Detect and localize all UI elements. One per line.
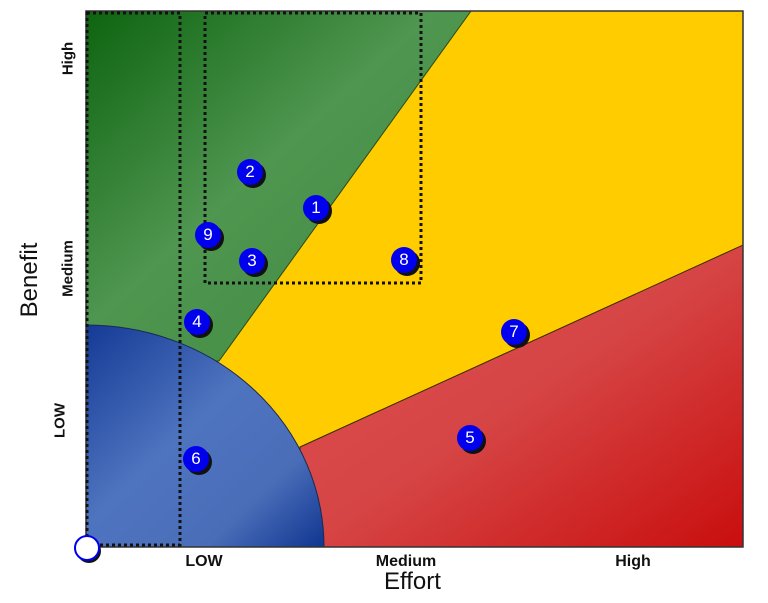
y-tick-medium: Medium: [59, 240, 77, 297]
point-marker-7[interactable]: 7: [501, 319, 527, 345]
y-tick-low: LOW: [51, 403, 69, 438]
highlight-box-low-effort: [85, 11, 182, 547]
region-high-benefit: [86, 11, 472, 362]
highlight-box-target: [203, 11, 423, 285]
region-high-effort: [299, 244, 743, 547]
point-marker-5[interactable]: 5: [457, 425, 483, 451]
y-tick-high: High: [59, 41, 77, 76]
x-tick-medium: Medium: [375, 553, 437, 570]
point-marker-1[interactable]: 1: [303, 195, 329, 221]
point-marker-8[interactable]: 8: [391, 247, 417, 273]
origin-marker: [74, 535, 101, 563]
point-marker-4[interactable]: 4: [184, 309, 210, 335]
x-axis-title: Effort: [384, 568, 441, 595]
point-marker-9[interactable]: 9: [195, 222, 221, 248]
point-marker-2[interactable]: 2: [237, 159, 263, 185]
point-marker-6[interactable]: 6: [183, 446, 209, 472]
region-quick-wins: [86, 324, 325, 547]
x-tick-high: High: [615, 553, 651, 570]
point-marker-3[interactable]: 3: [239, 248, 265, 274]
x-tick-low: LOW: [185, 553, 223, 570]
y-axis-title: Benefit: [16, 242, 43, 318]
